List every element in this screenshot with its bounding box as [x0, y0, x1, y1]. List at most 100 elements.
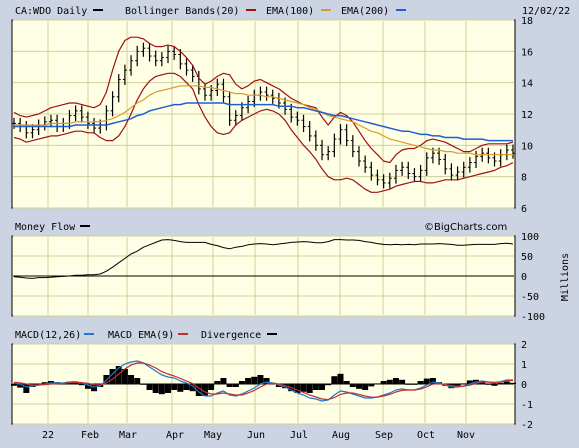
divergence-bar	[84, 384, 91, 389]
divergence-bar	[115, 366, 122, 384]
divergence-bar	[183, 384, 190, 390]
macd-legend-label: MACD(12,26)	[15, 330, 81, 341]
x-tick-label: Jul	[290, 430, 308, 441]
divergence-bar	[146, 384, 153, 390]
x-tick-label: Mar	[119, 430, 137, 441]
divergence-bar	[158, 384, 165, 395]
divergence-bar	[171, 384, 178, 390]
y-tick-label: -1	[521, 400, 533, 411]
divergence-legend-label: Divergence	[201, 330, 261, 341]
divergence-bar	[238, 381, 245, 384]
ema100-legend-label: EMA(100)	[266, 6, 314, 17]
macd-series-layer	[11, 360, 516, 402]
divergence-bar	[232, 384, 239, 387]
ema100-line	[14, 85, 513, 156]
divergence-bar	[331, 376, 338, 384]
divergence-bar	[300, 384, 307, 392]
divergence-bar	[312, 384, 319, 390]
price-legend-swatch	[93, 9, 103, 11]
divergence-bar	[195, 384, 202, 396]
money-flow-ylabel: Millions	[560, 253, 571, 301]
ema100-legend-swatch	[321, 9, 331, 11]
divergence-bar	[11, 384, 17, 386]
macd-legend-swatch	[84, 333, 94, 335]
divergence-bar	[411, 384, 418, 385]
symbol-label: CA:WDO Daily	[15, 6, 87, 17]
divergence-bar	[214, 381, 221, 384]
y-tick-label: 12	[521, 110, 533, 121]
divergence-bar	[485, 384, 492, 385]
divergence-bar	[399, 379, 406, 384]
y-tick-label: 10	[521, 141, 533, 152]
divergence-bar	[374, 383, 381, 385]
macd-line	[13, 360, 513, 402]
bollinger-lower-line	[13, 72, 514, 193]
divergence-bar	[134, 378, 141, 384]
ema200-legend-label: EMA(200)	[341, 6, 389, 17]
divergence-bar	[319, 384, 326, 390]
y-tick-label: 18	[521, 16, 533, 27]
divergence-bar	[251, 376, 258, 384]
y-tick-label: 50	[521, 252, 533, 263]
divergence-bar	[355, 384, 362, 389]
x-tick-label: Aug	[332, 430, 350, 441]
ema200-line	[14, 102, 513, 142]
divergence-bar	[392, 378, 399, 384]
divergence-bar	[306, 384, 313, 393]
divergence-bar	[349, 384, 356, 387]
divergence-bar	[343, 381, 350, 384]
y-tick-label: 2	[521, 340, 527, 351]
money-flow-legend-swatch	[80, 225, 90, 227]
divergence-bar	[152, 384, 159, 393]
divergence-legend-swatch	[267, 333, 277, 335]
x-tick-label: Sep	[375, 430, 393, 441]
divergence-bar	[503, 381, 510, 384]
x-tick-label: 22	[42, 430, 54, 441]
price-series-layer	[12, 36, 515, 193]
divergence-bar	[337, 373, 344, 384]
divergence-bar	[208, 384, 215, 390]
money-flow-line	[13, 239, 514, 279]
y-tick-label: 14	[521, 79, 533, 90]
divergence-bar	[325, 384, 332, 386]
divergence-bar	[429, 378, 436, 384]
y-tick-label: -2	[521, 420, 533, 431]
x-tick-label: Oct	[417, 430, 435, 441]
y-tick-label: 8	[521, 173, 527, 184]
y-tick-label: -100	[521, 312, 545, 323]
bollinger-upper-line	[13, 36, 514, 164]
x-tick-label: Feb	[81, 430, 99, 441]
y-tick-label: -50	[521, 292, 539, 303]
macd-ema-legend-label: MACD EMA(9)	[108, 330, 174, 341]
divergence-bar	[417, 381, 424, 384]
divergence-bar	[220, 378, 227, 384]
y-tick-label: 0	[521, 380, 527, 391]
x-tick-label: Jun	[247, 430, 265, 441]
divergence-bar	[294, 384, 301, 393]
divergence-bar	[78, 384, 85, 386]
ema200-legend-swatch	[396, 9, 406, 11]
y-tick-label: 1	[521, 360, 527, 371]
watermark: ©BigCharts.com	[424, 222, 507, 233]
divergence-bar	[362, 384, 369, 390]
divergence-bar	[41, 382, 48, 384]
divergence-bar	[491, 384, 498, 386]
divergence-bar	[423, 378, 430, 384]
divergence-bar	[380, 381, 387, 384]
divergence-bar	[263, 378, 270, 384]
divergence-bar	[510, 382, 516, 384]
money-flow-title: Money Flow	[15, 222, 76, 233]
y-tick-label: 0	[521, 272, 527, 283]
divergence-bar	[226, 384, 233, 387]
macd-ema-line	[13, 362, 514, 401]
divergence-bar	[91, 384, 98, 392]
divergence-bar	[121, 369, 128, 384]
divergence-bar	[405, 384, 412, 385]
divergence-bar	[386, 379, 393, 384]
divergence-bar	[17, 384, 24, 388]
x-tick-label: Nov	[457, 430, 475, 441]
bollinger-legend-label: Bollinger Bands(20)	[125, 6, 239, 17]
